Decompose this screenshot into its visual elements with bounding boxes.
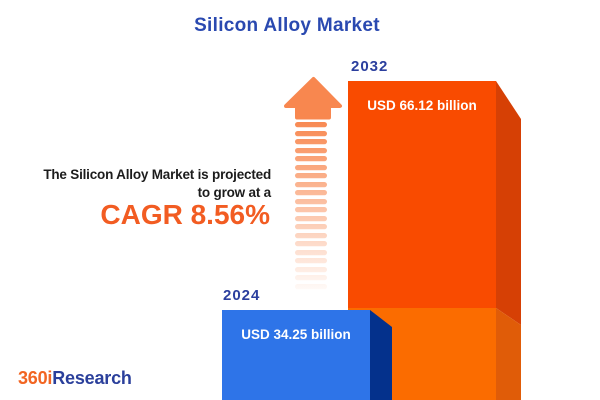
arrow-stripe	[295, 148, 327, 154]
bar-2032-side-bottom	[496, 308, 521, 400]
statement: The Silicon Alloy Market is projected to…	[0, 166, 271, 202]
arrow-stripe	[295, 241, 327, 247]
arrow-stripe	[295, 224, 327, 230]
arrow-stripe	[295, 275, 327, 281]
value-label-2032: USD 66.12 billion	[367, 98, 477, 113]
label-year-2032: 2032	[351, 58, 389, 75]
arrow-stripe	[295, 267, 327, 273]
arrow-stripe	[295, 250, 327, 256]
statement-line1: The Silicon Alloy Market is projected	[43, 167, 271, 182]
statement-line2: to grow at a	[197, 185, 272, 200]
arrow-stripe	[295, 122, 327, 128]
arrow-stripe	[295, 199, 327, 205]
label-year-2024: 2024	[223, 287, 261, 304]
bar-2024-front	[222, 310, 370, 400]
brand-logo: 360iResearch	[18, 368, 132, 389]
bar-2032-front-top	[348, 81, 496, 308]
bar-2024-side	[370, 310, 392, 400]
arrow-stripe	[295, 284, 327, 290]
arrow-stripe	[295, 233, 327, 239]
arrow-stripe	[295, 190, 327, 196]
arrow-stripe	[295, 216, 327, 222]
page-title: Silicon Alloy Market	[194, 15, 380, 36]
logo-suffix: Research	[52, 368, 132, 388]
bar-2032-side-top	[496, 81, 521, 325]
arrow-stripe	[295, 139, 327, 145]
arrow-stripe	[295, 165, 327, 171]
arrow-stripe	[295, 173, 327, 179]
logo-prefix: 360i	[18, 368, 53, 388]
arrow-stripe	[295, 258, 327, 264]
arrow-stripe	[295, 207, 327, 213]
arrow-stripe	[295, 131, 327, 137]
arrow-head	[284, 77, 342, 120]
cagr-value: CAGR 8.56%	[100, 199, 270, 230]
arrow-stripe	[295, 156, 327, 162]
arrow-stripe	[295, 182, 327, 188]
value-label-2024: USD 34.25 billion	[241, 327, 351, 342]
growth-arrow-icon	[284, 77, 342, 290]
